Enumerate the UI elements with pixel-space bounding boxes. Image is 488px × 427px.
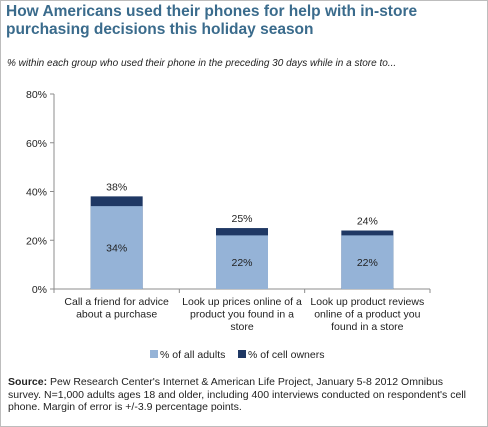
bar-all-adults bbox=[341, 235, 394, 289]
category-label: found in a store bbox=[331, 321, 404, 333]
source-note: Source: Pew Research Center's Internet &… bbox=[8, 376, 478, 414]
data-label-all-adults: 34% bbox=[106, 243, 127, 255]
legend-label-cell-owners: % of cell owners bbox=[248, 349, 324, 361]
data-label-cell-owners: 38% bbox=[106, 181, 127, 193]
legend-swatch-cell-owners bbox=[238, 350, 246, 358]
category-label: Look up product reviews bbox=[310, 296, 424, 308]
legend-label-all-adults: % of all adults bbox=[160, 349, 225, 361]
category-label: about a purchase bbox=[76, 309, 157, 321]
legend-swatch-all-adults bbox=[150, 350, 158, 358]
source-label: Source: bbox=[8, 376, 48, 388]
y-tick-label: 40% bbox=[26, 187, 47, 199]
chart-title: How Americans used their phones for help… bbox=[6, 3, 476, 39]
data-label-cell-owners: 25% bbox=[231, 213, 252, 225]
y-tick-label: 20% bbox=[26, 235, 47, 247]
chart-subtitle: % within each group who used their phone… bbox=[7, 58, 397, 69]
title-line-2: purchasing decisions this holiday season bbox=[6, 21, 314, 38]
y-tick-label: 80% bbox=[26, 89, 47, 101]
category-label: product you found in a bbox=[190, 309, 294, 321]
title-line-1: How Americans used their phones for help… bbox=[6, 3, 418, 20]
data-label-cell-owners: 24% bbox=[357, 216, 378, 228]
bar-all-adults bbox=[216, 235, 268, 289]
y-tick-label: 0% bbox=[32, 284, 47, 296]
category-label: store bbox=[230, 321, 254, 333]
source-text: Pew Research Center's Internet & America… bbox=[8, 376, 466, 413]
data-label-all-adults: 22% bbox=[357, 257, 378, 269]
y-tick-label: 60% bbox=[26, 138, 47, 150]
category-label: Call a friend for advice bbox=[64, 296, 169, 308]
data-label-all-adults: 22% bbox=[231, 257, 252, 269]
bar-all-adults bbox=[90, 206, 143, 289]
category-label: Look up prices online of a bbox=[182, 296, 302, 308]
category-label: online of a product you bbox=[314, 309, 420, 321]
